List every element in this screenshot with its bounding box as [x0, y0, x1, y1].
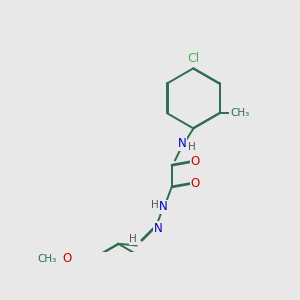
Text: N: N [177, 137, 186, 150]
Text: Cl: Cl [187, 52, 200, 65]
Text: H: H [188, 142, 196, 152]
Text: CH₃: CH₃ [230, 108, 249, 118]
Text: N: N [154, 222, 163, 235]
Text: O: O [190, 155, 200, 168]
Text: CH₃: CH₃ [38, 254, 57, 264]
Text: N: N [159, 200, 168, 214]
Text: O: O [63, 252, 72, 265]
Text: H: H [129, 234, 137, 244]
Text: O: O [77, 299, 87, 300]
Text: O: O [190, 177, 200, 190]
Text: H: H [151, 200, 159, 210]
